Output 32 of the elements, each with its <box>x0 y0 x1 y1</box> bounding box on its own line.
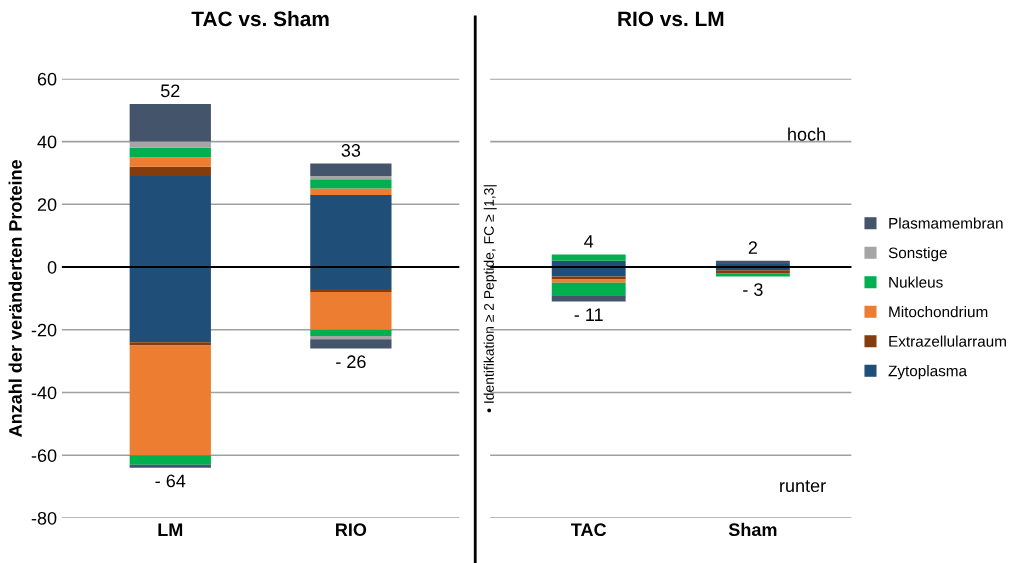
legend-label: Plasmamembran <box>889 217 1003 229</box>
y-tick-label: 0 <box>47 260 57 274</box>
y-tick-label: 20 <box>37 198 57 212</box>
legend-label: Mitochondrium <box>889 306 988 318</box>
y-tick-label: -40 <box>31 386 57 400</box>
y-tick-label: 60 <box>37 72 57 86</box>
legend-label: Sonstige <box>888 246 947 262</box>
y-tick-label: -60 <box>31 449 57 462</box>
x-tick-label: Sham <box>728 522 777 537</box>
y-tick-label: -80 <box>31 511 57 525</box>
chart-title: RIO vs. LM <box>618 11 724 27</box>
annotation: 2 <box>748 241 758 254</box>
y-tick-label: 40 <box>37 135 57 149</box>
x-tick-label: LM <box>158 523 183 536</box>
annotation: • Identifikation ≥ 2 Peptide, FC ≥ |1,3| <box>483 185 497 413</box>
y-axis-title: Anzahl der veränderten Proteine <box>8 160 22 437</box>
annotation: 4 <box>584 235 594 248</box>
legend-label: Extrazellularraum <box>889 335 1006 347</box>
chart-title: TAC vs. Sham <box>191 10 329 27</box>
x-tick-label: RIO <box>336 523 367 537</box>
legend-label: Nukleus <box>889 276 943 288</box>
annotation: 52 <box>160 84 180 98</box>
annotation: - 26 <box>336 355 366 369</box>
annotation: hoch <box>788 127 825 141</box>
annotation: runter <box>780 480 826 493</box>
annotation: - 11 <box>574 308 603 321</box>
y-tick-label: -20 <box>31 323 57 337</box>
x-tick-label: TAC <box>571 523 607 537</box>
annotation: - 64 <box>155 474 186 488</box>
annotation: - 3 <box>743 283 763 296</box>
legend-label: Zytoplasma <box>888 365 968 380</box>
annotation: 33 <box>341 144 361 157</box>
